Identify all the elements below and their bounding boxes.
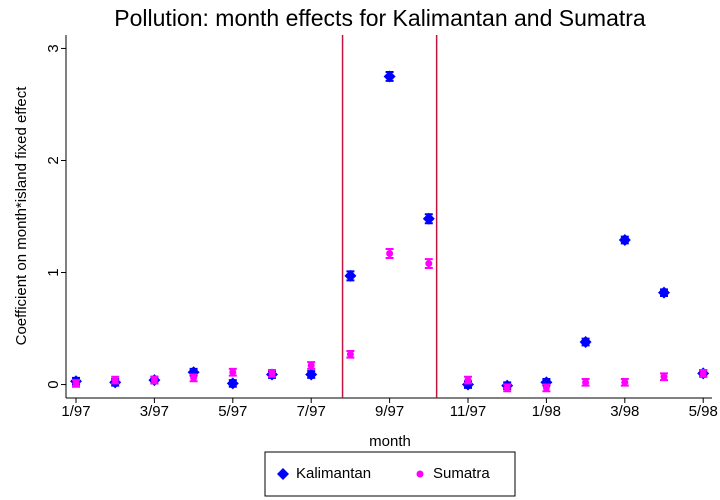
point	[190, 374, 198, 382]
legend-swatch	[416, 470, 424, 478]
y-tick-label: 1	[45, 268, 62, 276]
point	[346, 350, 354, 358]
x-tick-label: 5/97	[218, 403, 247, 420]
x-axis-label: month	[369, 433, 411, 450]
point	[307, 362, 315, 370]
x-tick-label: 1/98	[532, 403, 561, 420]
point	[579, 335, 592, 348]
point	[386, 249, 394, 257]
point	[618, 234, 631, 247]
x-tick-label: 7/97	[297, 403, 326, 420]
y-axis-label: Coefficient on month*island fixed effect	[13, 86, 30, 346]
point	[422, 212, 435, 225]
y-tick-label: 0	[45, 380, 62, 388]
point	[658, 286, 670, 299]
x-tick-label: 9/97	[375, 403, 404, 420]
x-tick-label: 3/98	[610, 403, 639, 420]
point	[111, 376, 119, 384]
y-tick-label: 2	[45, 156, 62, 164]
legend-label: Kalimantan	[296, 465, 371, 482]
point	[699, 369, 707, 377]
x-tick-label: 11/97	[450, 403, 486, 420]
point	[226, 377, 239, 390]
point	[72, 379, 80, 387]
legend-box	[264, 451, 516, 497]
x-tick-label: 1/97	[61, 403, 90, 420]
point	[268, 369, 276, 377]
legend-label: Sumatra	[433, 465, 490, 482]
legend-swatch	[277, 468, 289, 480]
point	[542, 384, 550, 392]
point	[503, 384, 511, 392]
x-tick-label: 5/98	[689, 403, 718, 420]
point	[464, 376, 472, 384]
point	[425, 260, 433, 268]
point	[383, 70, 396, 83]
point	[305, 368, 318, 381]
point	[621, 378, 629, 386]
point	[660, 373, 668, 381]
y-tick-label: 3	[45, 44, 62, 52]
point	[344, 269, 357, 282]
point	[150, 376, 158, 384]
x-tick-label: 3/97	[140, 403, 169, 420]
chart-title: Pollution: month effects for Kalimantan …	[114, 5, 646, 31]
point	[582, 378, 590, 386]
point	[229, 368, 237, 376]
